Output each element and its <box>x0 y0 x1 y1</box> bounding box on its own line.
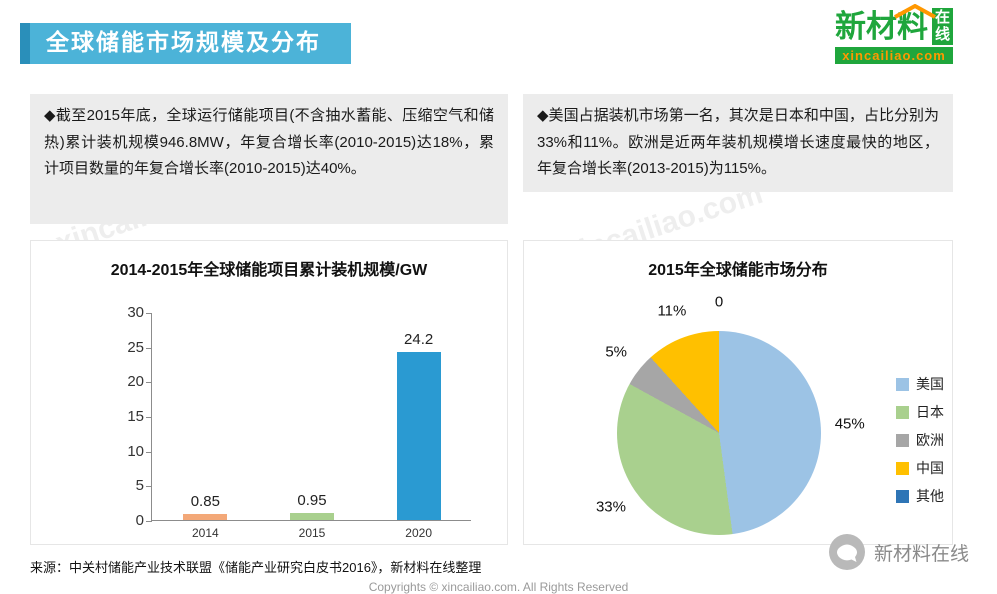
y-axis-tick-mark <box>146 313 152 314</box>
pie-slice-label: 5% <box>605 343 628 361</box>
pie-slice-label: 45% <box>834 415 865 433</box>
brand-badge: 在线 <box>932 8 953 45</box>
pie-chart-title: 2015年全球储能市场分布 <box>648 262 828 279</box>
bar-chart-title: 2014-2015年全球储能项目累计装机规模/GW <box>110 262 428 279</box>
source-note: 来源：中关村储能产业技术联盟《储能产业研究白皮书2016》，新材料在线整理 <box>30 560 482 575</box>
legend-label: 中国 <box>916 460 944 476</box>
summary-text-right: ◆美国占据装机市场第一名，其次是日本和中国，占比分别为33%和11%。欧洲是近两… <box>523 94 953 193</box>
y-axis-tick-label: 25 <box>127 338 144 356</box>
pie-slice-label: 33% <box>595 498 626 516</box>
y-axis-tick-mark <box>146 451 152 453</box>
pie-slice-label: 0 <box>714 293 724 311</box>
legend-swatch <box>896 377 909 391</box>
legend-label: 日本 <box>916 404 944 420</box>
bar-2015 <box>290 513 334 520</box>
wechat-badge: 新材料在线 <box>828 533 969 571</box>
summary-text-left: ◆截至2015年底，全球运行储能项目(不含抽水蓄能、压缩空气和储热)累计装机规模… <box>30 94 508 224</box>
pie-slice-label: 11% <box>657 302 687 320</box>
legend-item: 中国 <box>896 458 944 478</box>
legend-swatch <box>896 461 909 475</box>
page-title: 全球储能市场规模及分布 <box>30 23 351 64</box>
legend-item: 其他 <box>896 486 944 506</box>
brand-domain: xincailiao.com <box>835 47 953 64</box>
y-axis-tick-mark <box>146 382 152 384</box>
roof-icon <box>894 4 936 19</box>
y-axis-tick-mark <box>146 486 152 488</box>
legend-swatch <box>896 489 909 503</box>
bar-2014 <box>183 514 228 520</box>
legend-swatch <box>896 433 909 447</box>
bar-value-label: 24.2 <box>404 331 434 349</box>
legend-swatch <box>896 405 909 419</box>
legend-label: 欧洲 <box>916 432 944 448</box>
legend-label: 美国 <box>916 376 944 392</box>
title-accent-bar <box>20 23 30 64</box>
legend-item: 欧洲 <box>896 430 944 450</box>
bar-plot: 0 5 10 15 20 25 30 0.85 2014 0.95 2015 24.2 2020 <box>127 304 471 540</box>
pie-plot: 美国日本欧洲中国其他 45% 33% 5% 11% 0 <box>524 241 952 544</box>
bar-chart-panel: 2014-2015年全球储能项目累计装机规模/GW 0 5 10 15 20 25 30 0.… <box>30 240 508 545</box>
legend-label: 其他 <box>916 488 944 504</box>
y-axis-tick-label: 5 <box>135 477 144 495</box>
y-axis-tick-mark <box>146 347 152 349</box>
y-axis-tick-label: 30 <box>127 304 144 321</box>
x-axis-category-label: 2015 <box>298 526 326 540</box>
y-axis-tick-mark <box>146 521 152 522</box>
page-title-bar: 全球储能市场规模及分布 <box>20 23 351 64</box>
y-axis-tick-label: 10 <box>127 442 144 460</box>
x-axis-category-label: 2020 <box>405 526 432 540</box>
bar-value-label: 0.95 <box>297 492 327 510</box>
brand-logo: 新材料 在线 xincailiao.com <box>835 4 953 64</box>
legend-item: 美国 <box>896 374 944 394</box>
bar-value-label: 0.85 <box>190 493 220 511</box>
x-axis-category-label: 2014 <box>191 526 219 540</box>
pie-legend: 美国日本欧洲中国其他 <box>896 374 944 506</box>
wechat-logo-icon <box>828 534 865 570</box>
y-axis-tick-mark <box>146 417 152 418</box>
copyright-text: Copyrights © xincailiao.com. All Rights … <box>368 580 629 594</box>
pie <box>617 331 821 535</box>
y-axis-tick-label: 15 <box>127 408 144 425</box>
y-axis-tick-label: 20 <box>127 373 144 391</box>
pie-chart-panel: 2015年全球储能市场分布 美国日本欧洲中国其他 45% 33% 5% 11% 0 <box>523 240 953 545</box>
brand-name: 新材料 <box>835 9 928 45</box>
wechat-label: 新材料在线 <box>873 543 969 565</box>
bar-2020 <box>396 352 441 520</box>
y-axis-tick-label: 0 <box>135 512 144 529</box>
legend-item: 日本 <box>896 402 944 422</box>
